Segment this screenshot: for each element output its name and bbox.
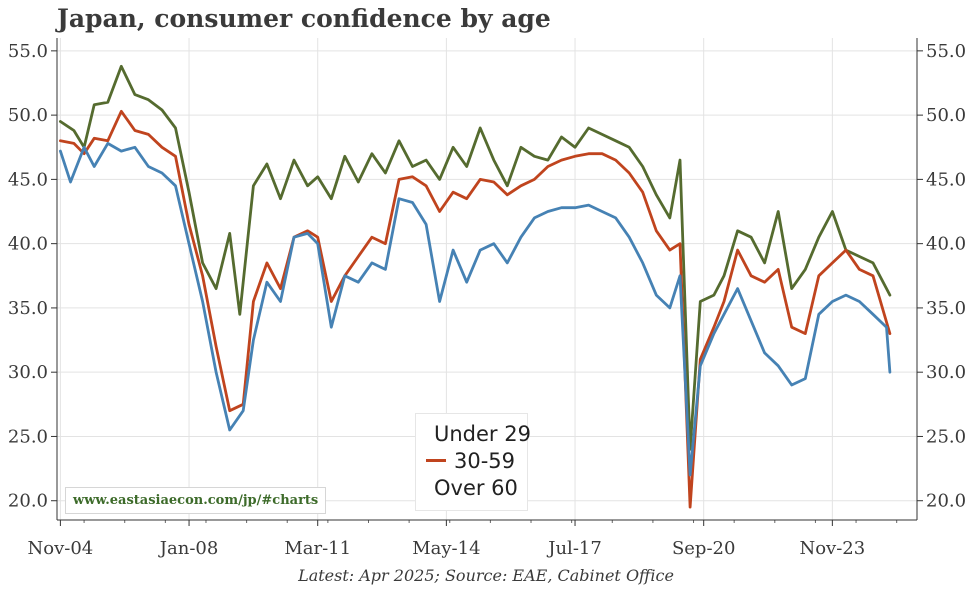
series-line-30-59 bbox=[59, 109, 892, 509]
y-tick-labels: 20.0 20.0 25.0 25.0 30.0 30.0 35.0 35.0 40.0 40.0… bbox=[8, 41, 966, 512]
x-tick-label: Jan-08 bbox=[158, 538, 219, 559]
series-line-over-60 bbox=[59, 141, 892, 477]
y-tick-label-left: 55.0 bbox=[8, 41, 48, 62]
y-tick-label-left: 35.0 bbox=[8, 298, 48, 319]
x-tick-label: Sep-20 bbox=[672, 538, 736, 559]
x-tick-labels: Nov-04 Jan-08 Mar-11 May-14 Jul-17 Sep-20 Nov-… bbox=[28, 538, 866, 559]
x-tick-label: Nov-04 bbox=[28, 538, 94, 559]
x-tick-label: Jul-17 bbox=[546, 538, 602, 559]
legend-label: Under 29 bbox=[434, 421, 531, 446]
x-tick-label: May-14 bbox=[412, 538, 480, 559]
x-tick-label: Nov-23 bbox=[799, 538, 865, 559]
legend-item-under-29: Under 29 bbox=[426, 420, 531, 447]
y-tick-label-left: 20.0 bbox=[8, 491, 48, 512]
legend-label: 30-59 bbox=[454, 448, 516, 473]
source-footnote: Latest: Apr 2025; Source: EAE, Cabinet O… bbox=[298, 566, 674, 585]
series-line-under-29 bbox=[59, 64, 892, 451]
y-tick-label-left: 40.0 bbox=[8, 234, 48, 255]
watermark-url: www.eastasiaecon.com/jp/#charts bbox=[65, 487, 327, 514]
y-tick-label-right: 45.0 bbox=[926, 169, 966, 190]
legend-label: Over 60 bbox=[434, 475, 518, 500]
legend-item-30-59: 30-59 bbox=[426, 447, 517, 474]
y-tick-label-right: 25.0 bbox=[926, 426, 966, 447]
series-lines bbox=[59, 64, 892, 509]
y-tick-label-right: 50.0 bbox=[926, 105, 966, 126]
y-tick-label-left: 45.0 bbox=[8, 169, 48, 190]
legend-swatch bbox=[426, 459, 446, 462]
y-tick-label-right: 40.0 bbox=[926, 234, 966, 255]
axes bbox=[51, 38, 923, 526]
legend-item-over-60: Over 60 bbox=[426, 474, 518, 501]
y-tick-label-right: 35.0 bbox=[926, 298, 966, 319]
y-tick-label-left: 30.0 bbox=[8, 362, 48, 383]
legend: Under 29 30-59 Over 60 bbox=[415, 413, 531, 511]
y-tick-label-left: 25.0 bbox=[8, 426, 48, 447]
x-tick-label: Mar-11 bbox=[284, 538, 351, 559]
chart-title: Japan, consumer confidence by age bbox=[57, 4, 551, 33]
y-tick-label-right: 55.0 bbox=[926, 41, 966, 62]
y-tick-label-right: 20.0 bbox=[926, 491, 966, 512]
y-tick-label-left: 50.0 bbox=[8, 105, 48, 126]
y-tick-label-right: 30.0 bbox=[926, 362, 966, 383]
